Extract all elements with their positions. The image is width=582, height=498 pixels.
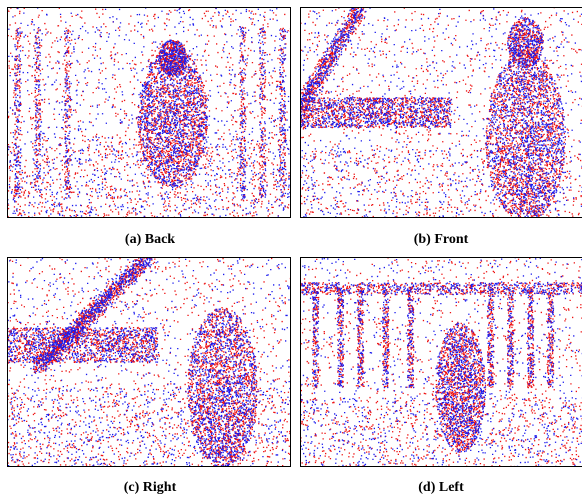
- figure: (a) Back (b) Front (c) Right (d) Left: [0, 0, 582, 498]
- caption: (a) Back: [125, 232, 175, 247]
- caption: (b) Front: [414, 232, 469, 247]
- panel-right: [7, 252, 292, 469]
- caption: (c) Right: [124, 480, 177, 495]
- panel-back: [7, 7, 292, 219]
- caption: (d) Left: [418, 480, 464, 495]
- panel-left: [300, 257, 582, 469]
- panel-front: [294, 2, 582, 223]
